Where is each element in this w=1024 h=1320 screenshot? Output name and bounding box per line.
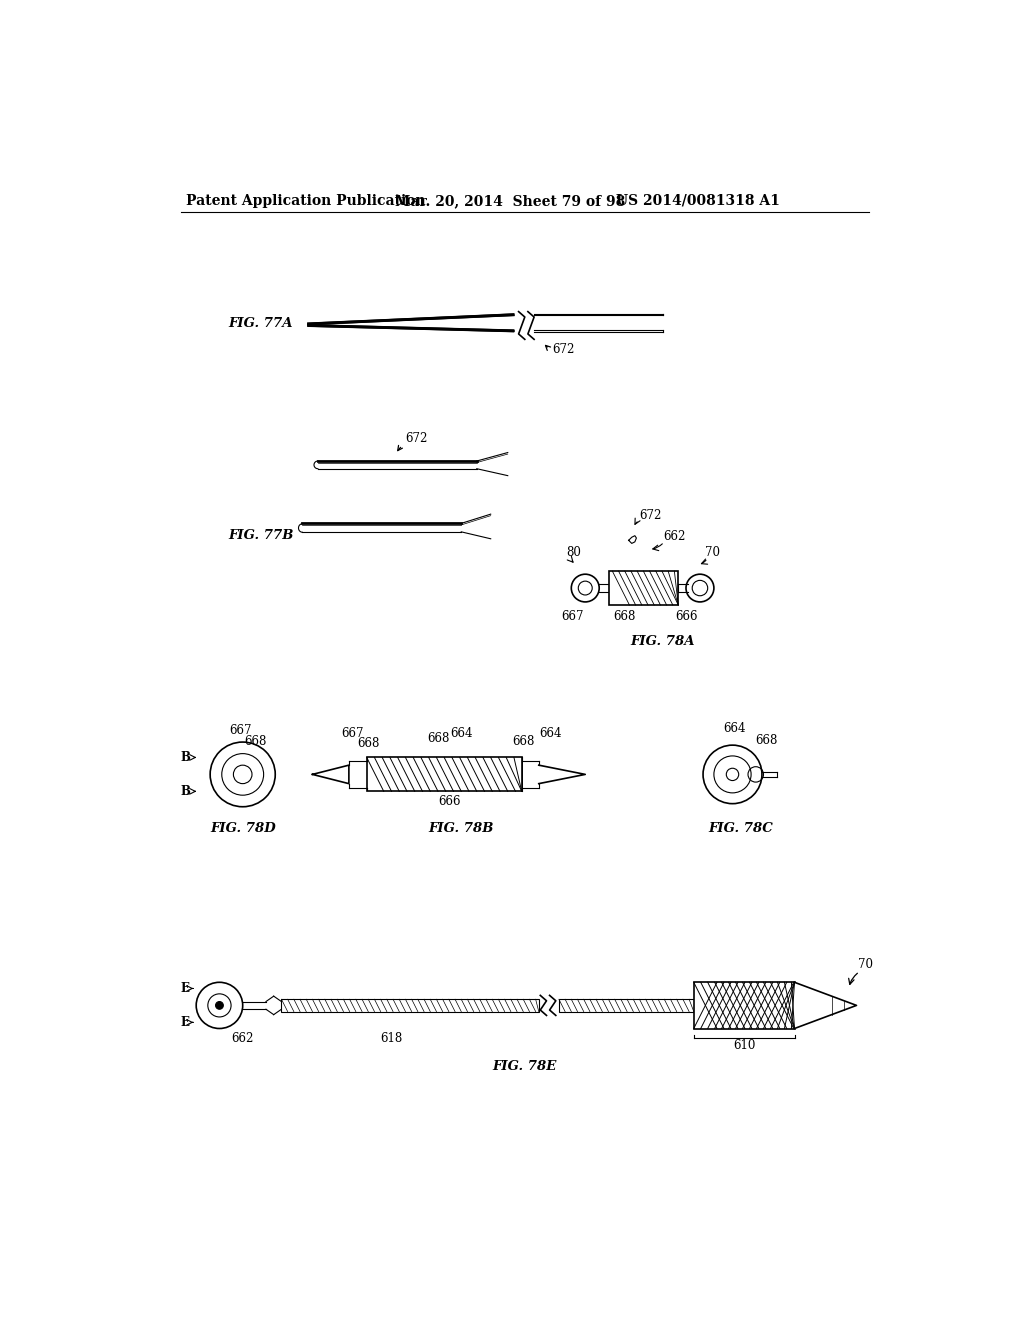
Text: 80: 80 [566, 545, 581, 558]
Text: FIG. 77B: FIG. 77B [228, 529, 294, 543]
Text: 668: 668 [357, 737, 380, 750]
Text: 70: 70 [705, 545, 720, 558]
Text: FIG. 78D: FIG. 78D [210, 822, 275, 834]
Bar [559, 999, 693, 1011]
Polygon shape [312, 766, 349, 784]
Text: 666: 666 [438, 795, 461, 808]
Text: FIG. 77A: FIG. 77A [228, 317, 293, 330]
Text: 662: 662 [663, 529, 685, 543]
Text: FIG. 78B: FIG. 78B [428, 822, 494, 834]
Text: 667: 667 [228, 725, 251, 738]
Polygon shape [308, 314, 514, 325]
Text: 668: 668 [245, 735, 266, 748]
Text: E: E [180, 1016, 189, 1028]
Bar [693, 982, 795, 1028]
Text: B: B [180, 785, 190, 797]
Text: 668: 668 [512, 735, 535, 748]
Bar [367, 758, 521, 792]
Text: 672: 672 [546, 343, 575, 356]
Text: 668: 668 [756, 734, 778, 747]
Text: 672: 672 [397, 432, 428, 450]
Text: US 2014/0081318 A1: US 2014/0081318 A1 [616, 194, 780, 207]
Text: 672: 672 [640, 508, 662, 521]
Text: 668: 668 [427, 733, 450, 744]
Bar [282, 999, 539, 1011]
Text: B: B [180, 751, 190, 764]
Circle shape [216, 1002, 223, 1010]
Polygon shape [795, 982, 856, 1028]
Bar [608, 572, 678, 605]
Text: 668: 668 [612, 610, 635, 623]
Text: 618: 618 [380, 1032, 402, 1045]
Text: FIG. 78C: FIG. 78C [708, 822, 773, 834]
Text: 667: 667 [561, 610, 584, 623]
Text: FIG. 78A: FIG. 78A [631, 635, 695, 648]
Text: Mar. 20, 2014  Sheet 79 of 98: Mar. 20, 2014 Sheet 79 of 98 [395, 194, 626, 207]
Text: 664: 664 [450, 727, 472, 741]
Text: 666: 666 [675, 610, 697, 623]
Text: 70: 70 [858, 958, 873, 972]
Text: 664: 664 [723, 722, 745, 735]
Text: Patent Application Publication: Patent Application Publication [186, 194, 426, 207]
Text: 664: 664 [539, 727, 561, 741]
Text: 667: 667 [341, 727, 364, 741]
Text: FIG. 78E: FIG. 78E [493, 1060, 557, 1073]
Polygon shape [308, 325, 514, 331]
Polygon shape [539, 766, 586, 784]
Text: E: E [180, 982, 189, 995]
Text: 610: 610 [733, 1039, 756, 1052]
Text: 662: 662 [231, 1032, 254, 1045]
